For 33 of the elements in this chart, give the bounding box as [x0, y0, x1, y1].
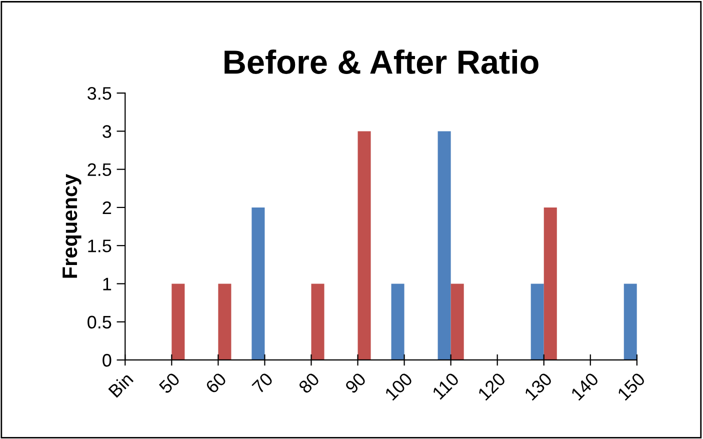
bar — [252, 207, 265, 360]
y-tick-label: 3 — [102, 125, 112, 138]
y-axis-title: Frequency — [62, 174, 82, 278]
x-tick-label: 120 — [477, 372, 506, 401]
bar — [624, 284, 637, 360]
x-tick-label: 90 — [344, 372, 367, 394]
bar — [438, 131, 451, 360]
x-tick-label: 150 — [616, 372, 646, 401]
y-tick-label: 3.5 — [88, 87, 112, 100]
y-tick-label: 0.5 — [88, 316, 112, 329]
x-tick-label: 110 — [432, 372, 460, 400]
y-tick-label: 1 — [103, 278, 112, 290]
y-tick-label: 2.5 — [88, 163, 112, 176]
bar — [311, 284, 324, 360]
x-tick-label: 70 — [252, 372, 274, 394]
x-tick-label: 60 — [204, 372, 228, 394]
x-tick-label: Bin — [108, 372, 134, 398]
x-tick-label: 80 — [298, 372, 320, 394]
bar — [358, 131, 371, 360]
y-tick-label: 0 — [102, 354, 112, 367]
bar — [450, 284, 464, 360]
x-tick-label: 140 — [570, 372, 600, 401]
x-tick-label: 100 — [384, 372, 414, 401]
bar — [530, 284, 544, 360]
bar — [172, 284, 185, 360]
bar — [544, 207, 557, 360]
chart-title: Before & After Ratio — [224, 49, 538, 74]
bar — [218, 284, 232, 360]
y-tick-label: 2 — [102, 201, 112, 214]
x-tick-label: 130 — [524, 372, 553, 401]
x-tick-label: 50 — [158, 372, 181, 394]
y-tick-label: 1.5 — [88, 240, 112, 252]
bar — [391, 284, 404, 360]
